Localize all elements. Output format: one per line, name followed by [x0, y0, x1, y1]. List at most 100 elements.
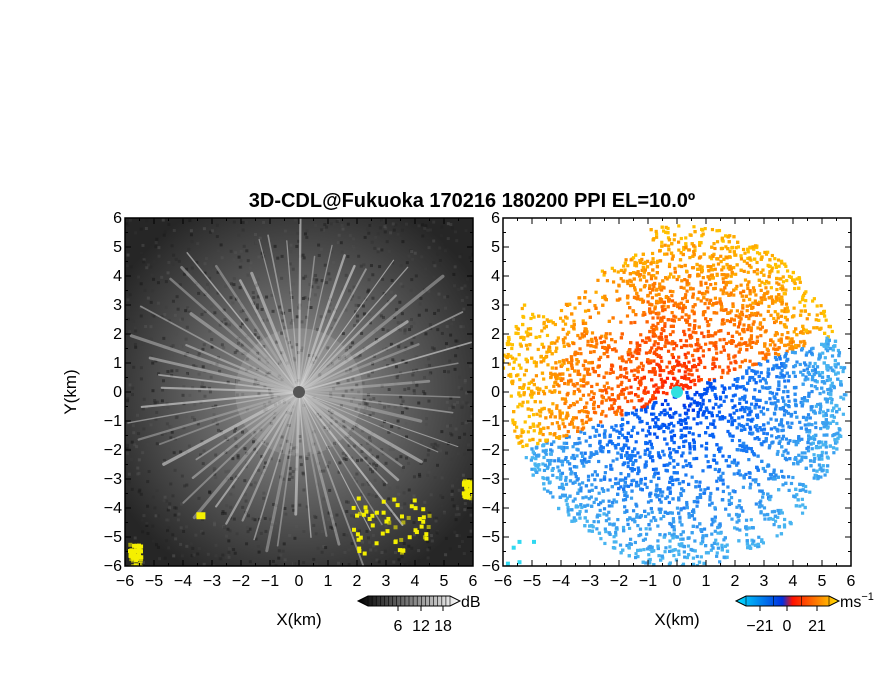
reflectivity-noise-pixel — [367, 374, 371, 378]
velocity-positive-pixel — [562, 361, 566, 365]
velocity-positive-pixel — [542, 345, 546, 349]
velocity-negative-pixel — [615, 457, 619, 461]
reflectivity-noise-pixel — [131, 386, 135, 390]
reflectivity-noise-pixel — [253, 233, 257, 237]
velocity-positive-pixel — [749, 329, 753, 333]
reflectivity-noise-pixel — [410, 250, 414, 254]
reflectivity-noise-pixel — [368, 321, 372, 325]
velocity-negative-pixel — [799, 370, 803, 374]
velocity-negative-pixel — [679, 508, 683, 512]
velocity-negative-pixel — [709, 548, 713, 552]
velocity-negative-pixel — [560, 482, 564, 486]
velocity-positive-pixel — [651, 257, 655, 261]
reflectivity-noise-pixel — [383, 549, 387, 553]
velocity-positive-pixel — [601, 409, 605, 414]
velocity-positive-pixel — [697, 362, 701, 367]
reflectivity-noise-pixel — [189, 270, 193, 274]
velocity-negative-pixel — [733, 418, 737, 423]
velocity-negative-pixel — [824, 451, 828, 455]
velocity-negative-pixel — [768, 397, 772, 401]
velocity-positive-pixel — [556, 336, 560, 340]
reflectivity-noise-pixel — [174, 537, 178, 541]
x-tick-label: 2 — [353, 573, 362, 590]
velocity-negative-pixel — [628, 537, 633, 541]
velocity-positive-pixel — [713, 282, 718, 286]
reflectivity-noise-pixel — [391, 358, 395, 362]
velocity-positive-pixel — [592, 392, 596, 396]
velocity-positive-pixel — [651, 334, 655, 338]
reflectivity-noise-pixel — [206, 290, 210, 294]
reflectivity-noise-pixel — [405, 406, 409, 410]
velocity-negative-pixel — [751, 375, 755, 380]
velocity-negative-pixel — [623, 436, 627, 440]
velocity-positive-pixel — [633, 320, 637, 325]
velocity-negative-pixel — [842, 393, 847, 397]
velocity-negative-pixel — [759, 499, 763, 503]
reflectivity-noise-pixel — [231, 494, 235, 498]
reflectivity-beam — [140, 390, 301, 408]
reflectivity-noise-pixel — [215, 223, 219, 227]
velocity-positive-pixel — [777, 282, 781, 286]
reflectivity-noise-pixel — [215, 235, 219, 239]
reflectivity-noise-pixel — [356, 314, 360, 318]
reflectivity-high-echo-pixel — [196, 512, 206, 520]
reflectivity-noise-pixel — [352, 532, 356, 536]
velocity-negative-pixel — [674, 478, 678, 482]
velocity-positive-pixel — [509, 372, 513, 377]
velocity-negative-pixel — [720, 417, 725, 421]
velocity-positive-pixel — [655, 287, 659, 291]
velocity-positive-pixel — [584, 331, 588, 336]
velocity-negative-pixel — [628, 542, 632, 546]
reflectivity-beam — [276, 391, 300, 547]
velocity-negative-pixel — [805, 351, 809, 355]
velocity-negative-pixel — [562, 441, 566, 445]
velocity-negative-pixel — [578, 509, 582, 514]
reflectivity-noise-pixel — [167, 260, 171, 264]
velocity-negative-pixel — [742, 474, 746, 478]
reflectivity-noise-pixel — [319, 315, 323, 319]
reflectivity-noise-pixel — [405, 222, 409, 226]
velocity-positive-pixel — [507, 373, 511, 377]
velocity-positive-pixel — [635, 356, 639, 361]
reflectivity-noise-pixel — [311, 277, 315, 281]
reflectivity-noise-pixel — [214, 476, 218, 480]
velocity-negative-pixel — [677, 549, 681, 553]
velocity-negative-pixel — [793, 364, 798, 368]
reflectivity-noise-pixel — [457, 544, 461, 548]
reflectivity-noise-pixel — [444, 536, 448, 540]
velocity-negative-pixel — [811, 365, 815, 369]
reflectivity-noise-pixel — [454, 339, 458, 343]
reflectivity-noise-pixel — [130, 487, 134, 491]
reflectivity-noise-pixel — [281, 477, 285, 481]
velocity-negative-pixel — [716, 531, 720, 535]
reflectivity-noise-pixel — [155, 442, 159, 446]
reflectivity-beam — [148, 356, 301, 394]
velocity-positive-pixel — [601, 345, 605, 349]
reflectivity-beam — [298, 391, 371, 531]
velocity-negative-pixel — [670, 533, 674, 537]
velocity-negative-pixel — [731, 394, 735, 398]
velocity-positive-pixel — [688, 385, 692, 390]
velocity-negative-pixel — [605, 513, 609, 517]
reflectivity-noise-pixel — [146, 531, 150, 535]
reflectivity-noise-pixel — [359, 264, 363, 268]
reflectivity-noise-pixel — [365, 529, 369, 533]
reflectivity-noise-pixel — [136, 413, 140, 417]
velocity-positive-pixel — [714, 357, 719, 361]
reflectivity-noise-pixel — [163, 312, 167, 316]
velocity-negative-pixel — [660, 402, 665, 407]
reflectivity-noise-pixel — [140, 518, 144, 522]
velocity-negative-pixel — [658, 498, 662, 502]
reflectivity-noise-pixel — [314, 280, 318, 284]
velocity-negative-pixel — [801, 482, 805, 487]
velocity-positive-pixel — [680, 264, 684, 269]
reflectivity-noise-pixel — [237, 341, 241, 345]
velocity-negative-pixel — [819, 475, 823, 479]
velocity-positive-pixel — [644, 336, 649, 340]
velocity-negative-pixel — [668, 407, 672, 411]
velocity-positive-pixel — [710, 341, 714, 345]
reflectivity-noise-pixel — [126, 399, 130, 403]
velocity-negative-pixel — [581, 481, 585, 485]
velocity-positive-pixel — [721, 277, 725, 281]
velocity-positive-pixel — [726, 235, 730, 239]
